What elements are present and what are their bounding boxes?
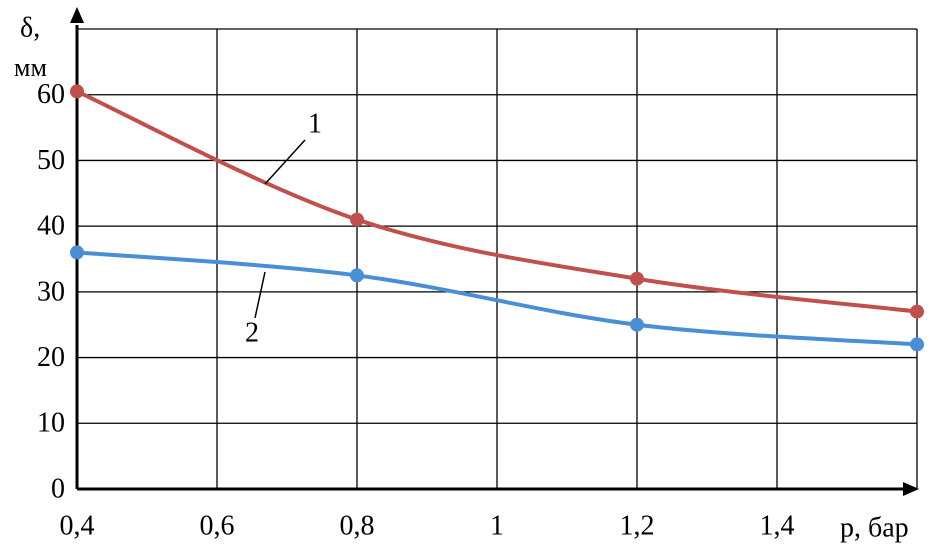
y-tick-label: 20 bbox=[37, 342, 65, 373]
x-axis-arrow bbox=[903, 482, 919, 496]
x-tick-label: 1 bbox=[490, 510, 504, 541]
x-tick-label: 0,6 bbox=[200, 510, 235, 541]
marker bbox=[630, 271, 644, 286]
y-tick-label: 10 bbox=[37, 408, 65, 439]
line bbox=[76, 250, 918, 347]
x-tick-label: 0,8 bbox=[340, 510, 375, 541]
marker bbox=[350, 212, 364, 227]
y-axis-label: мм bbox=[14, 53, 47, 82]
marker bbox=[350, 268, 364, 283]
marker bbox=[70, 84, 84, 99]
marker bbox=[70, 245, 84, 260]
line bbox=[76, 89, 918, 314]
y-axis-arrow bbox=[70, 7, 84, 23]
x-tick-label: 0,4 bbox=[60, 510, 95, 541]
y-axis-label: δ, bbox=[20, 12, 40, 43]
y-tick-label: 0 bbox=[51, 473, 65, 504]
marker bbox=[910, 337, 924, 352]
series-label: 2 bbox=[245, 317, 259, 348]
x-tick-label: 1,2 bbox=[620, 510, 655, 541]
x-tick-label: 1,4 bbox=[760, 510, 795, 541]
leader-line bbox=[254, 271, 266, 319]
marker bbox=[910, 304, 924, 319]
series-label: 1 bbox=[308, 108, 322, 139]
y-tick-label: 60 bbox=[37, 79, 65, 110]
y-tick-label: 50 bbox=[37, 145, 65, 176]
y-tick-label: 40 bbox=[37, 211, 65, 242]
x-axis-label: p, бар bbox=[840, 512, 909, 543]
leader-line bbox=[264, 139, 306, 185]
y-tick-label: 30 bbox=[37, 276, 65, 307]
marker bbox=[630, 317, 644, 332]
